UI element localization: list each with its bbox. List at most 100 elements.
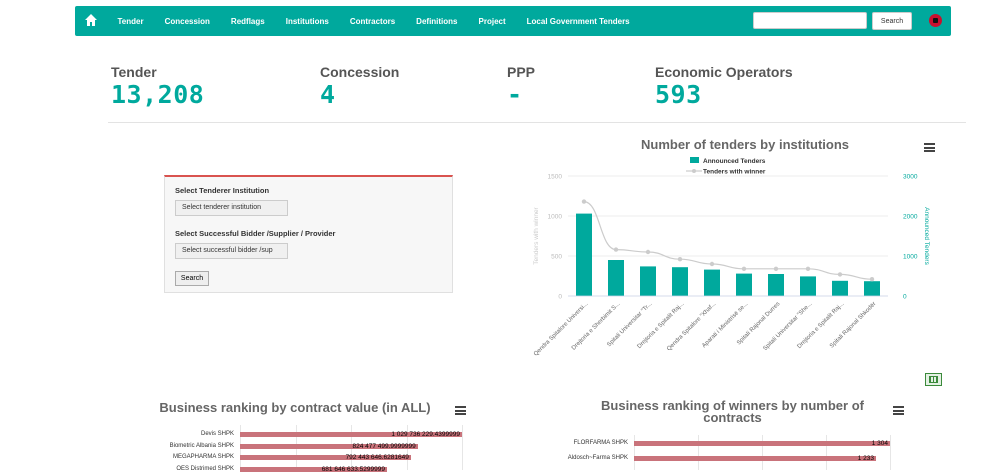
- ranking-value: 681 646 633.5299999: [321, 465, 385, 473]
- right-axis-title: Announced Tenders: [923, 207, 930, 265]
- gridline: [762, 435, 763, 470]
- ranking-value: 1 233: [857, 454, 875, 462]
- chart-menu-icon[interactable]: [455, 406, 466, 415]
- search-form-panel: Select Tenderer Institution Select tende…: [164, 175, 453, 293]
- ranking-value: 1 304: [871, 440, 888, 447]
- company-name: Biometric Albania SHPK: [169, 442, 234, 449]
- nav-item-concession[interactable]: Concession: [164, 16, 210, 26]
- company-name: FLORFARMA SHPK: [573, 440, 628, 446]
- nav-item-institutions[interactable]: Institutions: [285, 16, 329, 26]
- ranking-row: FLORFARMA SHPK 1 304: [520, 439, 920, 448]
- stat-ppp: PPP -: [507, 64, 535, 109]
- stat-concession: Concession 4: [320, 64, 399, 109]
- tender-bar: [576, 213, 592, 296]
- nav-item-tender[interactable]: Tender: [117, 16, 144, 26]
- tender-bar: [672, 267, 688, 296]
- stat-value: 13,208: [111, 80, 205, 109]
- contracts-count-chart-title: Business ranking of winners by number of…: [601, 398, 864, 425]
- right-axis-tick: 2000: [903, 214, 918, 221]
- stat-label: Tender: [111, 64, 157, 80]
- gridline: [826, 435, 827, 470]
- stat-tender: Tender 13,208: [111, 64, 204, 109]
- chart-menu-icon[interactable]: [924, 143, 935, 152]
- search-input[interactable]: [753, 12, 867, 29]
- contract-value-chart: Devis SHPK 1 029 736 229.4399999 Biometric…: [120, 425, 480, 473]
- right-axis-tick: 1000: [903, 254, 918, 261]
- left-axis-tick: 1000: [548, 214, 563, 221]
- category-label: Qendra Spitalore Universi...: [533, 301, 590, 358]
- language-flag-icon[interactable]: [929, 14, 942, 27]
- institution-select[interactable]: Select tenderer institution: [175, 200, 288, 216]
- tender-bar: [800, 276, 816, 296]
- institutions-chart-title: Number of tenders by institutions: [640, 137, 849, 152]
- ranking-bar: [634, 441, 890, 446]
- winner-point: [645, 249, 651, 255]
- tender-bar: [704, 269, 720, 296]
- stat-label: Economic Operators: [655, 64, 793, 80]
- stats-divider: [108, 122, 966, 123]
- stat-value: 4: [320, 80, 336, 109]
- winner-point: [709, 261, 715, 267]
- ranking-value: 792 443 646.6281649: [345, 454, 409, 461]
- gridline: [462, 425, 463, 470]
- gridline: [890, 435, 891, 470]
- bidder-label: Select Successful Bidder /Supplier / Pro…: [175, 229, 336, 238]
- left-axis-tick: 0: [558, 294, 562, 301]
- company-name: MEGAPHARMA SHPK: [172, 454, 234, 460]
- right-axis-tick: 3000: [903, 174, 918, 181]
- chart-menu-icon[interactable]: [893, 406, 904, 415]
- contracts-count-chart: FLORFARMA SHPK 1 304 Aldosch~Farma SHPK 1 2…: [520, 435, 920, 470]
- nav-item-definitions[interactable]: Definitions: [416, 16, 458, 26]
- company-name: OES Distrimed SHPK: [176, 465, 234, 472]
- ranking-row: Biometric Albania SHPK 824 477 499.999999…: [120, 442, 480, 451]
- home-icon[interactable]: [84, 13, 98, 27]
- ranking-value: 824 477 499.9999999: [352, 442, 416, 450]
- gridline: [634, 435, 635, 470]
- winner-point: [613, 247, 619, 252]
- tender-bar: [608, 260, 624, 296]
- stat-value: 593: [655, 80, 702, 109]
- winner-point: [581, 199, 587, 204]
- left-axis-tick: 1500: [548, 174, 563, 181]
- ranking-bar: [240, 432, 462, 437]
- tender-bar: [864, 281, 880, 296]
- search-button[interactable]: Search: [872, 12, 912, 30]
- ranking-row: OES Distrimed SHPK 681 646 633.5299999: [120, 465, 480, 474]
- stat-label: Concession: [320, 64, 400, 80]
- ranking-bar: [634, 455, 877, 461]
- ranking-row: Aldosch~Farma SHPK 1 233: [520, 454, 920, 463]
- institution-label: Select Tenderer Institution: [175, 186, 270, 195]
- tender-bar: [736, 273, 752, 296]
- winner-point: [869, 277, 875, 282]
- ranking-value: 1 029 736 229.4399999: [391, 431, 460, 438]
- nav-item-local-government-tenders[interactable]: Local Government Tenders: [526, 16, 630, 26]
- ranking-bar: [240, 443, 418, 449]
- legend-bar-swatch: [690, 157, 699, 163]
- stat-label: PPP: [507, 64, 536, 80]
- excel-export-icon[interactable]: [925, 373, 942, 386]
- right-axis-tick: 0: [903, 294, 907, 301]
- tender-bar: [640, 266, 656, 296]
- gridline: [698, 435, 699, 470]
- contract-value-chart-title: Business ranking by contract value (in A…: [159, 400, 431, 415]
- legend-point-swatch: [692, 169, 696, 173]
- nav-item-project[interactable]: Project: [478, 16, 506, 26]
- legend-label: Tenders with winner: [703, 169, 766, 176]
- bidder-select[interactable]: Select successful bidder /sup: [175, 243, 288, 259]
- company-name: Aldosch~Farma SHPK: [567, 454, 628, 461]
- institutions-chart: 0 500 1000 1500 0 1000 2000 3000 Tenders with wi…: [533, 157, 930, 358]
- nav-item-contractors[interactable]: Contractors: [349, 16, 396, 26]
- ranking-row: MEGAPHARMA SHPK 792 443 646.6281649: [120, 453, 480, 462]
- ranking-bar: [240, 455, 411, 460]
- stat-value: -: [507, 80, 523, 109]
- winner-point: [677, 257, 683, 262]
- nav-item-redflags[interactable]: Redflags: [230, 16, 265, 26]
- ranking-row: Devis SHPK 1 029 736 229.4399999: [120, 430, 480, 439]
- stat-economic-operators: Economic Operators 593: [655, 64, 793, 109]
- left-axis-tick: 500: [551, 254, 562, 261]
- form-search-button[interactable]: Search: [175, 271, 209, 286]
- winner-point: [837, 272, 843, 277]
- ranking-bar: [240, 466, 387, 472]
- legend-label: Announced Tenders: [703, 158, 766, 165]
- winner-point: [773, 266, 779, 271]
